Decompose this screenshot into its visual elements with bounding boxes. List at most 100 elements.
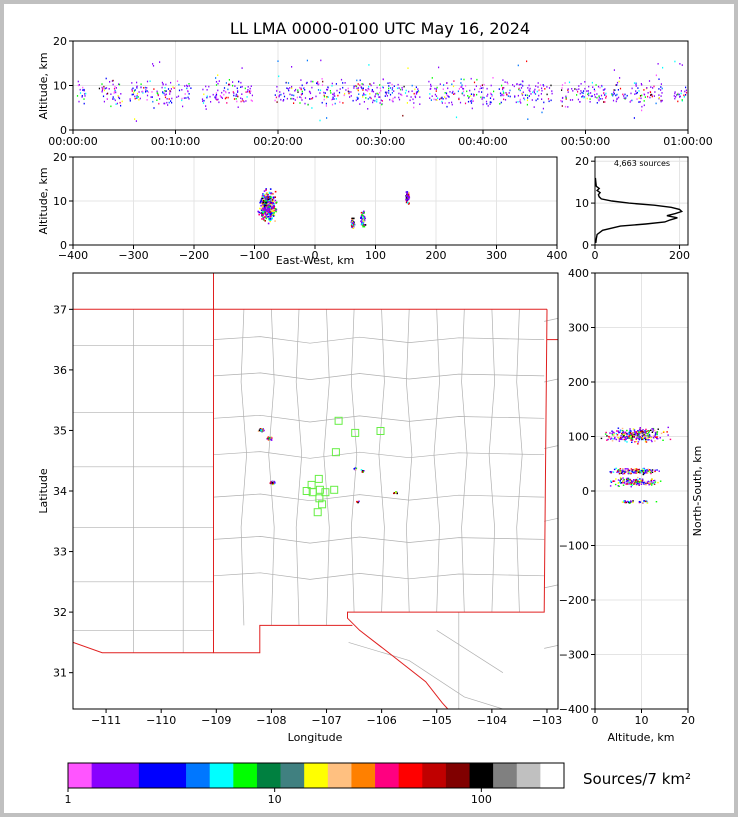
- source-point: [217, 82, 219, 85]
- source-point: [481, 91, 483, 93]
- y-tick-label: 400: [568, 267, 589, 280]
- source-point: [275, 208, 278, 211]
- source-point: [654, 431, 657, 434]
- source-point: [263, 203, 266, 206]
- source-point: [169, 91, 171, 94]
- source-point: [653, 95, 655, 97]
- source-point: [567, 88, 569, 90]
- source-point: [299, 86, 301, 89]
- source-point: [596, 93, 598, 95]
- source-point: [400, 93, 402, 96]
- source-point: [274, 99, 276, 102]
- source-point: [269, 482, 272, 485]
- source-point: [77, 84, 79, 87]
- y-tick-label: 31: [53, 667, 67, 680]
- source-point: [240, 86, 242, 88]
- source-point: [470, 95, 472, 97]
- source-point: [649, 91, 652, 93]
- source-point: [627, 477, 630, 480]
- source-point: [612, 94, 614, 97]
- source-point: [157, 94, 159, 97]
- source-point: [265, 215, 267, 218]
- source-point: [339, 101, 341, 103]
- county-line: [544, 517, 558, 522]
- source-point: [145, 89, 147, 91]
- source-point: [512, 84, 514, 86]
- source-point: [268, 195, 270, 198]
- source-point: [274, 94, 276, 96]
- source-point: [639, 471, 641, 473]
- colorbar-cell: [280, 763, 305, 788]
- source-point: [577, 90, 579, 93]
- source-point: [612, 93, 614, 96]
- source-point: [622, 468, 624, 470]
- source-point: [604, 433, 607, 435]
- source-point: [279, 94, 281, 96]
- x-tick-label: 0: [592, 714, 599, 727]
- source-point: [619, 430, 621, 432]
- source-point: [363, 211, 365, 214]
- source-point: [650, 94, 652, 96]
- source-point: [142, 92, 144, 94]
- source-point: [342, 82, 344, 84]
- source-point: [651, 469, 654, 471]
- source-point: [384, 91, 387, 94]
- source-point: [630, 480, 633, 482]
- source-point: [616, 470, 619, 472]
- source-point: [280, 98, 282, 101]
- source-point: [274, 196, 276, 198]
- source-point: [620, 472, 623, 474]
- source-point: [652, 87, 654, 89]
- source-point: [583, 90, 585, 92]
- map-boundaries: [73, 273, 558, 709]
- source-point: [626, 470, 628, 472]
- source-point: [602, 89, 604, 91]
- source-point: [651, 440, 653, 443]
- county-line: [436, 630, 504, 673]
- source-point: [215, 98, 217, 100]
- source-point: [300, 88, 302, 91]
- source-point: [641, 84, 643, 86]
- source-point: [628, 470, 631, 472]
- source-point: [361, 222, 363, 225]
- source-point: [367, 98, 369, 100]
- source-point: [527, 87, 529, 89]
- source-point: [388, 85, 390, 87]
- source-point: [683, 96, 685, 98]
- x-tick-label: −108: [256, 714, 286, 727]
- source-point: [650, 479, 652, 482]
- colorbar-cell: [516, 763, 541, 788]
- source-point: [393, 90, 395, 92]
- colorbar-cell: [233, 763, 258, 788]
- source-point: [351, 223, 354, 226]
- source-point: [641, 94, 643, 97]
- source-point: [628, 483, 630, 485]
- source-point: [363, 470, 365, 472]
- source-point: [588, 94, 590, 97]
- source-point: [473, 81, 476, 84]
- source-point: [631, 436, 634, 438]
- source-point: [234, 85, 236, 87]
- source-point: [417, 88, 419, 90]
- source-point: [596, 96, 598, 99]
- source-point: [533, 106, 535, 108]
- source-point: [576, 88, 578, 91]
- source-point: [241, 85, 243, 88]
- source-point: [266, 192, 268, 194]
- source-point: [369, 96, 371, 99]
- source-point: [327, 96, 329, 98]
- source-point: [251, 94, 253, 97]
- source-point: [618, 470, 621, 472]
- source-point: [102, 95, 105, 98]
- source-point: [654, 433, 657, 435]
- colorbar-tick-label: 1: [65, 793, 72, 806]
- source-point: [572, 90, 574, 92]
- source-point: [261, 218, 263, 220]
- source-point: [304, 89, 306, 91]
- source-point: [405, 89, 407, 92]
- source-point: [638, 90, 640, 92]
- source-point: [444, 102, 446, 104]
- source-point: [615, 438, 618, 441]
- source-point: [616, 93, 618, 96]
- source-point: [166, 101, 168, 104]
